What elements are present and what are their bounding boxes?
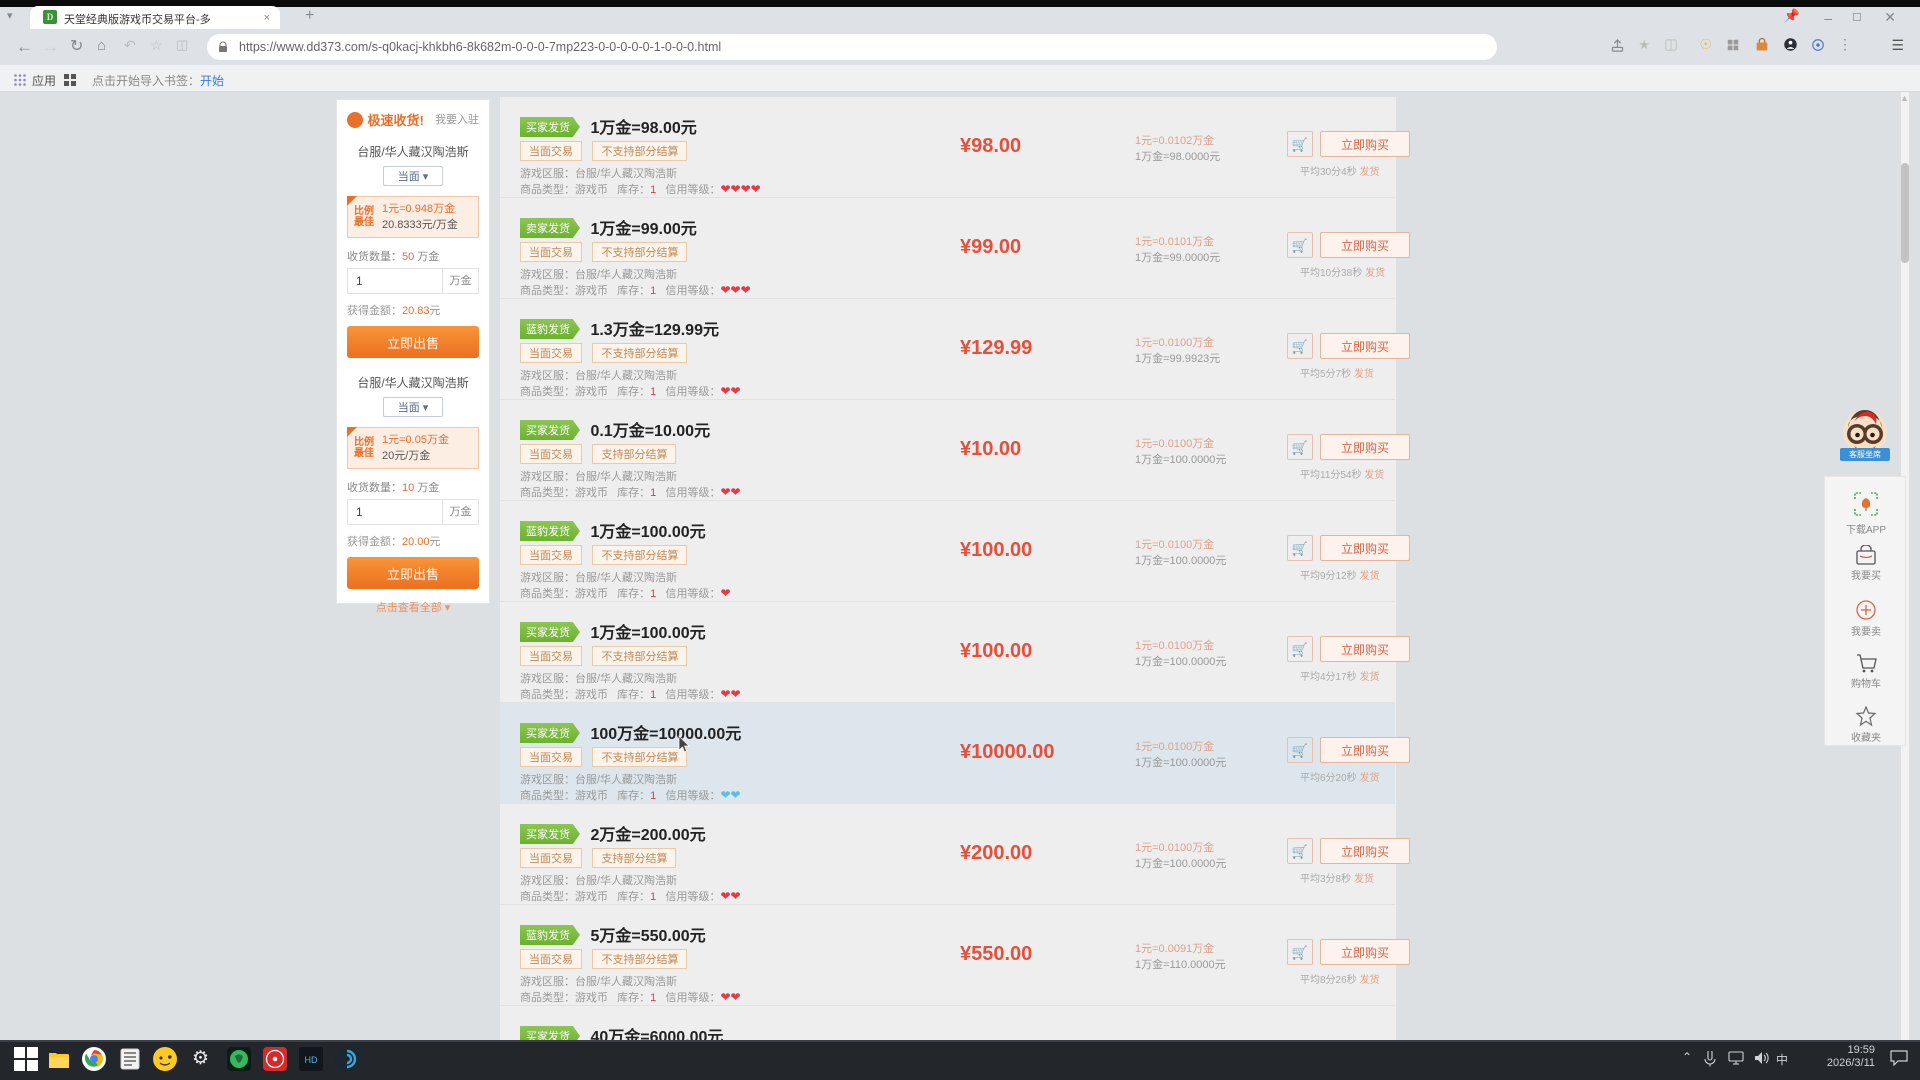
svg-text:HD: HD: [305, 1055, 318, 1065]
svg-text:客服坐席: 客服坐席: [1849, 449, 1881, 459]
